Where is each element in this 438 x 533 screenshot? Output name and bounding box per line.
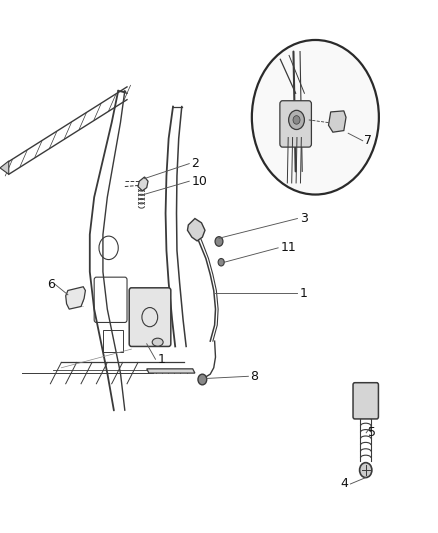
- Circle shape: [198, 374, 207, 385]
- FancyBboxPatch shape: [280, 101, 311, 147]
- FancyBboxPatch shape: [129, 288, 171, 346]
- Circle shape: [360, 463, 372, 478]
- Circle shape: [252, 40, 379, 195]
- Circle shape: [289, 110, 304, 130]
- Text: 1: 1: [300, 287, 307, 300]
- Text: 7: 7: [364, 134, 372, 147]
- Text: 5: 5: [368, 426, 376, 439]
- Text: 8: 8: [251, 370, 258, 383]
- Text: 4: 4: [341, 478, 349, 490]
- Text: 6: 6: [47, 278, 55, 290]
- Text: 10: 10: [191, 175, 207, 188]
- Circle shape: [218, 259, 224, 266]
- Text: 3: 3: [300, 212, 307, 225]
- Polygon shape: [66, 287, 85, 309]
- Polygon shape: [328, 111, 346, 132]
- Circle shape: [215, 237, 223, 246]
- Circle shape: [293, 116, 300, 124]
- Ellipse shape: [152, 338, 163, 346]
- Text: 2: 2: [191, 157, 199, 170]
- Polygon shape: [0, 161, 9, 174]
- FancyBboxPatch shape: [353, 383, 378, 419]
- Polygon shape: [147, 369, 195, 373]
- Bar: [103, 330, 123, 352]
- Text: 1: 1: [158, 353, 166, 366]
- Text: 11: 11: [280, 241, 296, 254]
- Polygon shape: [138, 177, 148, 191]
- Polygon shape: [187, 219, 205, 241]
